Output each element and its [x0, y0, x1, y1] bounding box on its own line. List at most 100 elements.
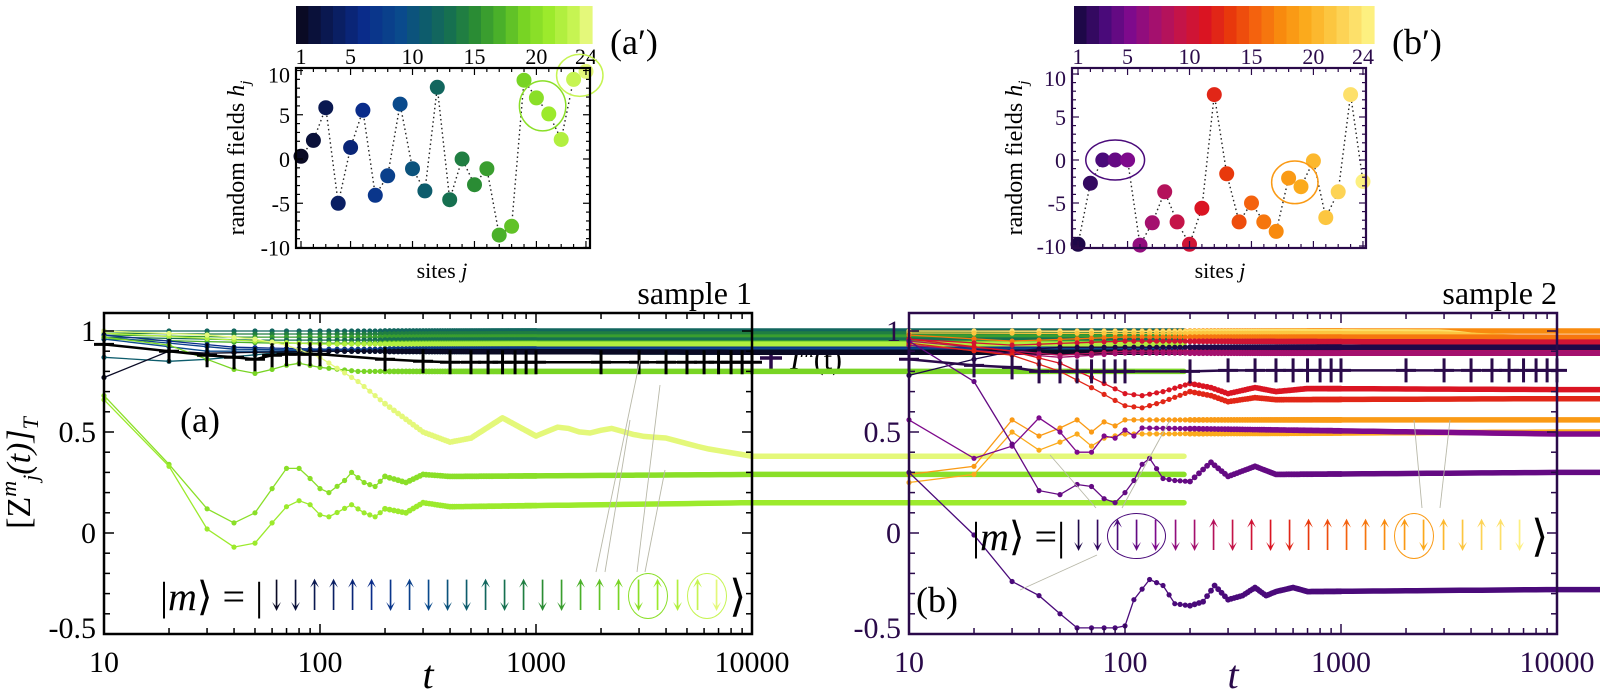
spin-arrow-site-24: ↓: [707, 572, 726, 620]
spin-arrow-site-16: ↑: [1356, 512, 1375, 560]
data-point: [1122, 391, 1128, 397]
data-point: [1088, 429, 1095, 435]
data-point: [391, 348, 397, 355]
data-point: [971, 532, 977, 538]
data-point: [283, 465, 290, 471]
colorbar-tick-label: 5: [1122, 44, 1133, 69]
data-point: [1122, 350, 1128, 356]
data-point: [355, 341, 361, 347]
data-point: [1177, 478, 1183, 484]
data-point: [1147, 344, 1153, 350]
inset-b-ylabel: random fields hj: [1002, 81, 1032, 236]
field-point-site-10: [405, 161, 420, 177]
colorbar-band: [1261, 6, 1275, 44]
colorbar-tick-label: 1: [296, 44, 307, 69]
spin-arrow-site-22: ↓: [668, 572, 687, 620]
data-point: [1200, 426, 1206, 432]
data-point: [1338, 385, 1344, 392]
data-point: [386, 474, 393, 481]
data-point: [1131, 417, 1137, 423]
data-point: [1131, 350, 1137, 356]
connector-line: [1439, 419, 1451, 509]
data-point: [1187, 344, 1193, 351]
data-point: [1139, 425, 1145, 431]
data-point: [1187, 350, 1193, 357]
y-tick-label: 0.5: [59, 416, 97, 449]
colorbar-band: [579, 6, 593, 44]
field-point-site-21: [1318, 210, 1334, 226]
data-point: [1147, 338, 1153, 344]
data-point: [1139, 417, 1145, 423]
colorbar-band: [308, 6, 322, 44]
y-tick-label: 5: [279, 103, 290, 128]
colorbar-band: [1186, 6, 1200, 44]
spin-arrow-site-7: ↓: [1185, 512, 1204, 560]
spin-arrow-site-22: ↑: [1472, 512, 1491, 560]
data-point: [1154, 401, 1160, 407]
data-point: [533, 341, 539, 347]
data-point: [1338, 344, 1344, 351]
spin-arrow-site-9: ↓: [1223, 512, 1242, 560]
data-point: [372, 368, 378, 374]
colorbar-band: [1136, 6, 1150, 44]
data-point: [1147, 417, 1153, 423]
field-point-site-4: [1107, 152, 1123, 168]
data-point: [1182, 417, 1188, 423]
data-point: [1088, 625, 1095, 631]
data-point: [1009, 429, 1015, 435]
data-point: [1088, 330, 1095, 336]
spin-arrow-site-1: ↓: [1069, 512, 1088, 560]
data-point: [204, 332, 210, 338]
colorbar-band: [1336, 6, 1350, 44]
data-point: [1191, 381, 1198, 388]
data-point: [231, 544, 237, 550]
series-dense-band: [1338, 395, 1600, 403]
spin-arrow-site-3: ↑: [1108, 512, 1127, 560]
data-point: [1088, 385, 1095, 391]
data-point: [1147, 334, 1153, 340]
data-point: [1187, 425, 1193, 432]
data-point: [971, 455, 977, 461]
data-point: [1196, 344, 1202, 351]
data-point: [395, 368, 401, 375]
data-point: [367, 512, 373, 518]
colorbar-band: [333, 6, 346, 44]
data-point: [1160, 330, 1166, 337]
field-point-site-5: [343, 140, 359, 155]
x-axis-label-a: t: [422, 652, 434, 692]
data-point: [1139, 405, 1145, 411]
data-point: [1338, 428, 1344, 434]
plot-frame: [102, 311, 754, 636]
data-point: [1139, 393, 1145, 399]
I-m-cross-marker: [440, 350, 461, 375]
series-site-10: [906, 336, 1600, 348]
colorbar-tick-label: 20: [525, 44, 547, 69]
data-point: [1112, 397, 1118, 403]
field-point-site-22: [553, 132, 569, 147]
ket-prefix-part: m: [168, 573, 197, 619]
data-point: [1187, 430, 1193, 437]
y-axis-label-a: [Zmj(t)]T: [0, 415, 43, 528]
data-point: [204, 526, 210, 532]
data-point: [1122, 431, 1128, 437]
data-point: [367, 341, 373, 347]
colorbar: [1074, 6, 1375, 44]
colorbar-band: [1199, 6, 1213, 44]
colorbar-band: [1249, 6, 1263, 44]
spin-arrow-site-4: ↓: [1127, 512, 1146, 560]
data-point: [1057, 354, 1063, 360]
I-m-cross-marker: [197, 343, 218, 368]
data-point: [1177, 392, 1183, 398]
ket-prefix: |m⟩ = |: [160, 573, 263, 620]
data-point: [1036, 330, 1042, 336]
data-point: [1191, 425, 1198, 432]
data-point: [533, 502, 539, 509]
I-m-cross-marker: [1049, 359, 1070, 384]
data-point: [971, 340, 977, 346]
data-point: [382, 505, 388, 512]
data-point: [1057, 336, 1063, 342]
series-dense-band: [1338, 469, 1600, 477]
field-point-site-23: [1343, 87, 1359, 103]
data-point: [1196, 334, 1202, 340]
